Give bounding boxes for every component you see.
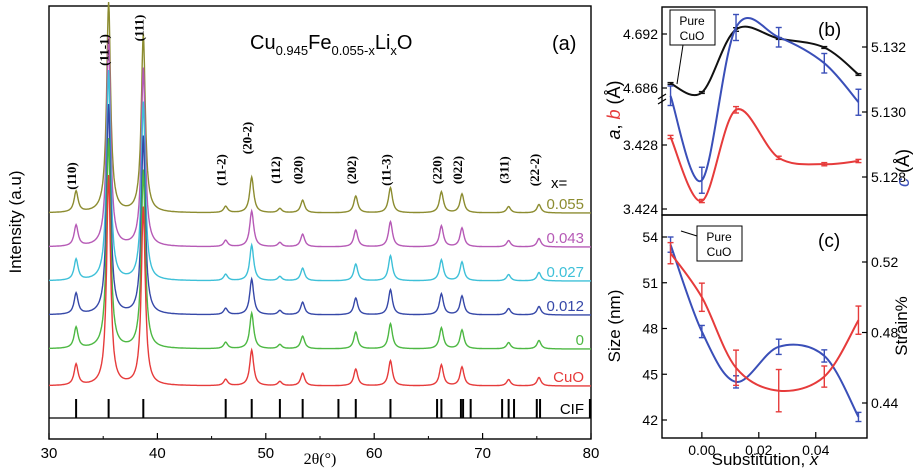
y-tick-label-c-right-0.48: 0.48 bbox=[871, 325, 898, 341]
y-axis-label-c-left: Size (nm) bbox=[605, 290, 624, 363]
panel-a-frame bbox=[48, 5, 592, 440]
y-tick-label-c-left-51: 51 bbox=[642, 275, 658, 291]
peak-label-(220): (220) bbox=[429, 156, 444, 184]
size-strain-plot bbox=[667, 236, 862, 423]
peak-label-(311): (311) bbox=[497, 156, 512, 183]
series-legend: 0.055 0.043 0.027 0.012 0 CuO bbox=[546, 196, 584, 386]
legend-label-0: 0 bbox=[576, 332, 584, 349]
annotation-b-line2: CuO bbox=[680, 29, 705, 43]
peak-label-(202): (202) bbox=[344, 156, 359, 184]
legend-header: x= bbox=[551, 175, 568, 192]
y-tick-label-c-left-45: 45 bbox=[642, 366, 658, 382]
x-tick-label-a-50: 50 bbox=[257, 445, 274, 462]
panel-c-frame bbox=[661, 214, 868, 439]
annotation-box-b bbox=[669, 9, 716, 46]
x-tick-label-c-0.04: 0.04 bbox=[802, 442, 829, 458]
y-tick-label-c-left-48: 48 bbox=[642, 321, 658, 337]
panel-b-label: (b) bbox=[818, 20, 841, 41]
legend-label-0.043: 0.043 bbox=[546, 230, 584, 247]
legend-label-0.012: 0.012 bbox=[546, 298, 584, 315]
x-axis-label-c: Substitution, x bbox=[712, 450, 819, 469]
x-tick-label-a-80: 80 bbox=[583, 445, 600, 462]
x-axis-label-a: 2θ(°) bbox=[304, 451, 337, 468]
y-axis-label-c-right: Strain% bbox=[892, 296, 911, 356]
xrd-curve-0.027 bbox=[49, 69, 591, 282]
xrd-curve-0 bbox=[49, 137, 591, 350]
axis-break-mark-1 bbox=[657, 93, 667, 100]
y-tick-label-b-right-5.130: 5.130 bbox=[871, 104, 906, 120]
size-strain-axes: 54 51 48 45 42 0.52 0.48 0.44 0.00 0.02 0.04 bbox=[642, 229, 898, 458]
panel-a: CIF (110) (11-1) (111) (11-2) (20-2) (112) (02… bbox=[6, 1, 600, 468]
x-axis-a: 30 40 50 60 70 80 bbox=[41, 433, 600, 462]
peak-label-(112): (112) bbox=[268, 156, 283, 183]
peak-label-(11-3): (11-3) bbox=[379, 154, 394, 186]
legend-label-CuO: CuO bbox=[553, 369, 584, 386]
peak-labels: (110) (11-1) (111) (11-2) (20-2) (112) (020) (2… bbox=[64, 15, 542, 190]
legend-label-0.055: 0.055 bbox=[546, 196, 584, 213]
peak-label-(111): (111) bbox=[131, 15, 146, 42]
cif-reference: CIF bbox=[49, 399, 591, 419]
legend-label-0.027: 0.027 bbox=[546, 264, 584, 281]
annotation-b-pointer bbox=[676, 44, 684, 85]
y-tick-label-c-left-42: 42 bbox=[642, 412, 658, 428]
axis-break-mark-2 bbox=[657, 98, 667, 105]
xrd-curves bbox=[49, 1, 591, 387]
lattice-plot bbox=[667, 13, 862, 204]
x-tick-label-a-30: 30 bbox=[41, 445, 58, 462]
peak-label-(20-2): (20-2) bbox=[240, 122, 255, 155]
xrd-curve-0.043 bbox=[49, 35, 591, 248]
y-tick-label-b-left-4.686: 4.686 bbox=[623, 80, 658, 96]
peak-label-(11-1): (11-1) bbox=[97, 34, 112, 66]
y-tick-label-c-left-54: 54 bbox=[642, 229, 658, 245]
x-tick-label-a-60: 60 bbox=[366, 445, 383, 462]
panel-a-label: (a) bbox=[552, 33, 576, 55]
peak-label-(22-2): (22-2) bbox=[527, 154, 542, 187]
y-tick-label-c-right-0.44: 0.44 bbox=[871, 395, 898, 411]
annotation-c-line2: CuO bbox=[707, 245, 732, 259]
xrd-curve-0.012 bbox=[49, 103, 591, 316]
cif-label: CIF bbox=[560, 401, 584, 418]
xrd-curve-0.055 bbox=[49, 1, 591, 214]
lattice-axes: 4.692 4.686 3.428 3.424 5.132 5.130 5.128 bbox=[623, 26, 906, 217]
y-tick-label-b-left-3.424: 3.424 bbox=[623, 201, 658, 217]
y-tick-label-c-right-0.52: 0.52 bbox=[871, 254, 898, 270]
x-tick-label-a-40: 40 bbox=[149, 445, 166, 462]
y-tick-label-b-left-3.428: 3.428 bbox=[623, 137, 658, 153]
panel-c-label: (c) bbox=[818, 231, 840, 252]
y-tick-label-b-right-5.128: 5.128 bbox=[871, 169, 906, 185]
annotation-c-line1: Pure bbox=[706, 230, 732, 244]
peak-label-(022): (022) bbox=[450, 156, 465, 184]
curve-size bbox=[669, 244, 860, 418]
peak-label-(110): (110) bbox=[64, 162, 79, 189]
curve-strain bbox=[669, 252, 860, 392]
annotation-b-line1: Pure bbox=[679, 14, 705, 28]
y-axis-label-b-right: c (Å) bbox=[893, 149, 913, 187]
y-axis-label-b-left: a, b (Å) bbox=[604, 80, 624, 139]
annotation-c-pointer bbox=[680, 230, 698, 237]
panel-c: 54 51 48 45 42 0.52 0.48 0.44 0.00 0.02 0.04 (c) P… bbox=[605, 214, 911, 469]
xrd-curve-CuO bbox=[49, 174, 591, 387]
x-tick-label-a-70: 70 bbox=[474, 445, 491, 462]
peak-label-(11-2): (11-2) bbox=[214, 154, 229, 186]
y-axis-label-a: Intensity (a.u) bbox=[6, 171, 25, 274]
y-tick-label-b-left-4.692: 4.692 bbox=[623, 26, 658, 42]
x-tick-label-c-0.00: 0.00 bbox=[688, 442, 715, 458]
lattice-curve-b bbox=[669, 108, 859, 203]
annotation-box-c bbox=[696, 225, 743, 262]
y-tick-label-b-right-5.132: 5.132 bbox=[871, 39, 906, 55]
formula-title: Cu0.945Fe0.055-xLixO bbox=[250, 32, 412, 58]
x-tick-label-c-0.02: 0.02 bbox=[745, 442, 772, 458]
peak-label-(020): (020) bbox=[291, 156, 306, 184]
